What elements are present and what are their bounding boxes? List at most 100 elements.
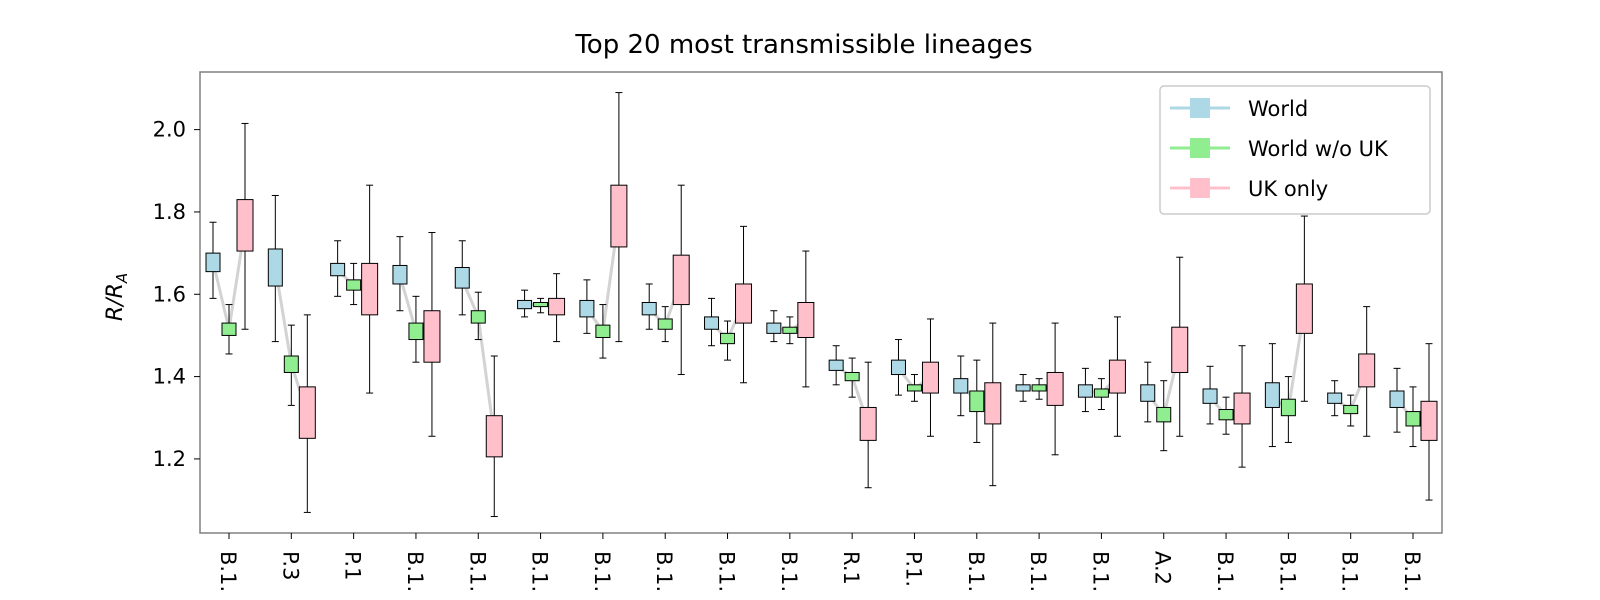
box-iqr xyxy=(641,302,657,316)
box-iqr xyxy=(720,332,736,345)
box-iqr xyxy=(392,264,408,285)
box-uk-only xyxy=(735,225,753,384)
box-iqr xyxy=(236,199,254,252)
box-iqr xyxy=(423,310,441,363)
box-iqr xyxy=(906,384,922,392)
y-tick-label: 2.0 xyxy=(153,118,186,142)
legend: World World w/o UK UK only xyxy=(1159,85,1431,215)
y-axis-label-subscript: A xyxy=(113,273,131,284)
box-world xyxy=(1202,365,1218,425)
x-tick-label: B.1. xyxy=(590,551,614,592)
box-uk-only xyxy=(797,250,815,388)
box-iqr xyxy=(283,355,299,373)
box-iqr xyxy=(267,248,283,287)
y-axis-label: R/RA xyxy=(103,273,131,321)
chart-title: Top 20 most transmissible lineages xyxy=(574,30,1032,60)
box-world xyxy=(330,240,346,297)
box-world-w-o-uk xyxy=(283,324,299,406)
box-iqr xyxy=(1140,384,1156,402)
x-tick-label: B.1. xyxy=(1400,551,1424,592)
box-iqr xyxy=(533,302,549,308)
box-world-w-o-uk xyxy=(782,316,798,345)
box-iqr xyxy=(657,318,673,330)
box-iqr xyxy=(454,267,470,289)
box-world xyxy=(517,289,533,318)
box-world-w-o-uk xyxy=(346,262,362,306)
x-tick-label: P.1. xyxy=(901,551,925,587)
legend-frame xyxy=(1159,85,1431,215)
box-world xyxy=(454,240,470,316)
box-world-w-o-uk xyxy=(1031,378,1047,400)
box-iqr xyxy=(1295,283,1313,334)
x-tick-label: B.1. xyxy=(964,551,988,592)
box-iqr xyxy=(782,326,798,334)
box-iqr xyxy=(1327,392,1343,404)
x-tick-label: B.1. xyxy=(1088,551,1112,592)
box-iqr xyxy=(1015,384,1031,392)
box-uk-only xyxy=(859,361,877,489)
x-tick-label: B.1. xyxy=(652,551,676,592)
box-iqr xyxy=(1218,409,1234,421)
x-tick-label: B.1. xyxy=(715,551,739,592)
box-uk-only xyxy=(1420,343,1438,501)
plot-area xyxy=(205,92,1438,518)
svg-text:R/RA: R/RA xyxy=(103,273,131,321)
box-world-w-o-uk xyxy=(595,304,611,359)
x-tick-label: B.1. xyxy=(1213,551,1237,592)
box-uk-only xyxy=(361,184,379,394)
box-uk-only xyxy=(921,318,939,437)
box-iqr xyxy=(1093,388,1109,398)
x-tick-label: R.1 xyxy=(839,551,863,585)
box-iqr xyxy=(221,322,237,336)
box-iqr xyxy=(890,359,906,376)
box-uk-only xyxy=(1295,215,1313,402)
box-iqr xyxy=(1420,400,1438,441)
box-iqr xyxy=(610,184,628,248)
box-iqr xyxy=(1405,411,1421,427)
x-tick-label: B.1. xyxy=(465,551,489,592)
box-iqr xyxy=(205,252,221,273)
box-iqr xyxy=(579,299,595,318)
y-tick-label: 1.2 xyxy=(153,447,186,471)
box-world xyxy=(704,297,720,347)
box-world-w-o-uk xyxy=(1156,380,1172,452)
box-uk-only xyxy=(548,273,566,343)
box-world xyxy=(1264,343,1280,448)
box-iqr xyxy=(595,324,611,338)
box-world xyxy=(1015,374,1031,402)
box-iqr xyxy=(797,302,815,338)
box-iqr xyxy=(298,386,316,439)
box-world-w-o-uk xyxy=(1093,378,1109,411)
box-uk-only xyxy=(1358,306,1376,437)
box-iqr xyxy=(1108,359,1126,394)
box-world xyxy=(1327,380,1343,417)
box-uk-only xyxy=(672,184,690,376)
axes-frame xyxy=(199,71,1443,534)
box-world xyxy=(890,339,906,396)
box-world xyxy=(579,279,595,334)
box-iqr xyxy=(921,361,939,394)
legend-marker xyxy=(1190,138,1210,158)
box-iqr xyxy=(1389,390,1405,408)
box-iqr xyxy=(844,371,860,382)
box-world xyxy=(267,194,283,343)
box-world-w-o-uk xyxy=(533,297,549,314)
box-world-w-o-uk xyxy=(1343,394,1359,427)
y-axis-label-main: R/R xyxy=(103,283,128,321)
box-world xyxy=(205,221,221,299)
box-world-w-o-uk xyxy=(1280,376,1296,443)
legend-entry: World xyxy=(1170,97,1308,121)
box-iqr xyxy=(1046,371,1064,406)
legend-marker xyxy=(1190,98,1210,118)
box-iqr xyxy=(969,390,985,413)
legend-entry: World w/o UK xyxy=(1170,137,1389,161)
box-world-w-o-uk xyxy=(657,306,673,343)
box-world-w-o-uk xyxy=(221,304,237,355)
box-iqr xyxy=(548,297,566,316)
x-tick-label: B.1. xyxy=(1338,551,1362,592)
x-tick-label: B.1. xyxy=(216,551,240,592)
box-iqr xyxy=(672,254,690,306)
box-world xyxy=(641,283,657,330)
box-uk-only xyxy=(1171,256,1189,437)
